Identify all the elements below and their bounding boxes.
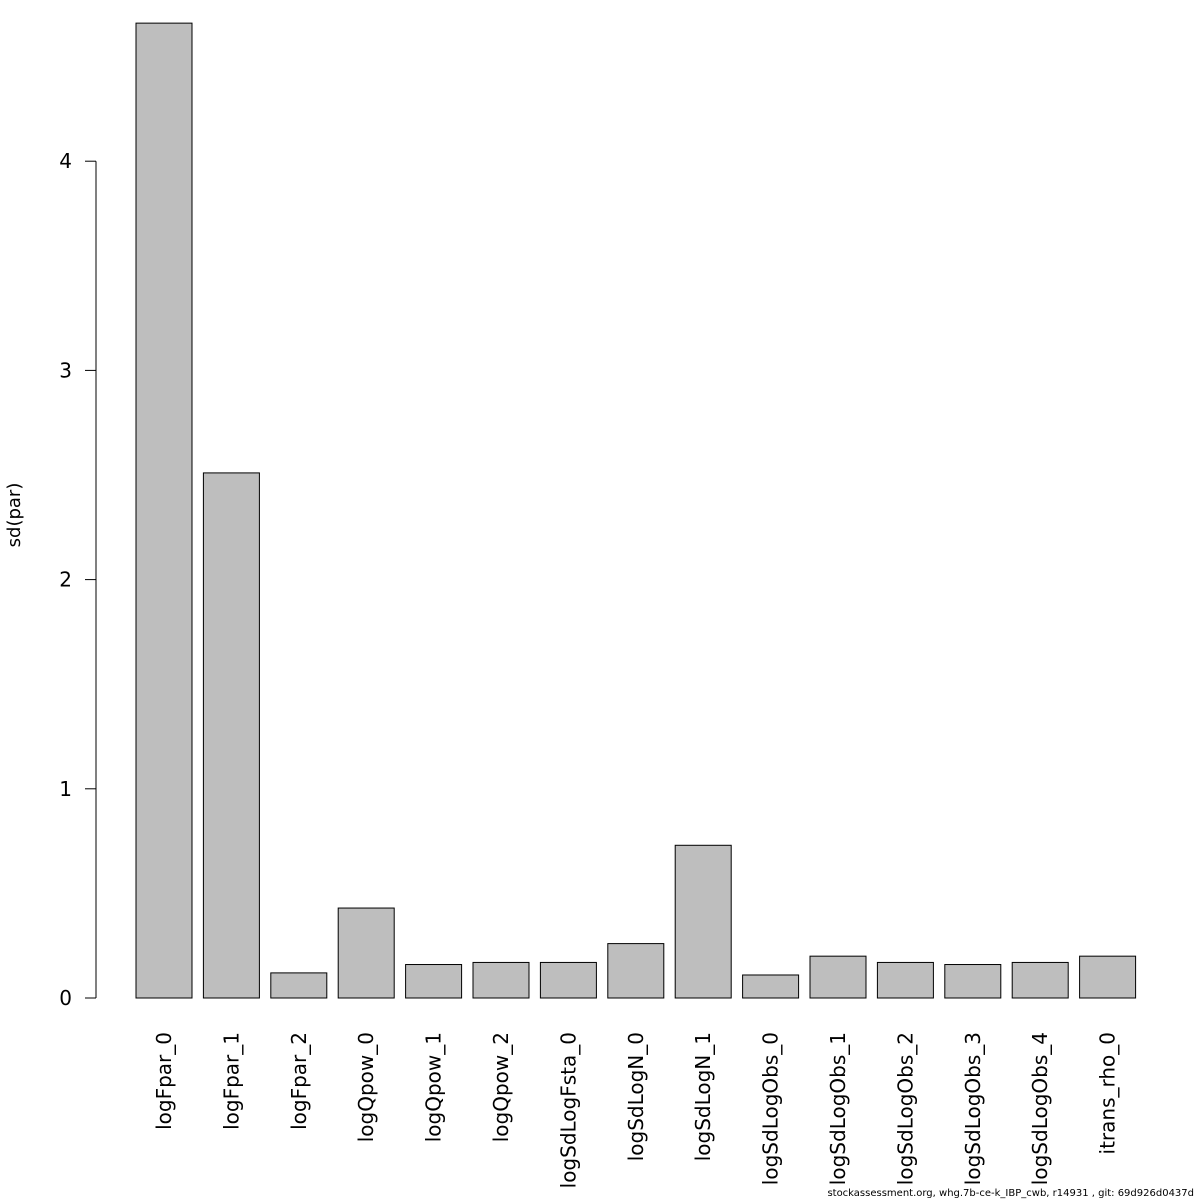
y-axis-label: sd(par) — [4, 483, 25, 548]
bar-logSdLogObs_4 — [1011, 961, 1069, 999]
x-tick-label: logFpar_1 — [219, 1032, 243, 1130]
x-tick-label: logQpow_0 — [354, 1032, 378, 1142]
x-tick-label: logQpow_1 — [422, 1032, 446, 1142]
bar-logFpar_0 — [135, 22, 193, 999]
bar-logSdLogObs_1 — [809, 955, 867, 999]
bar-logSdLogObs_2 — [876, 961, 934, 999]
bar-logSdLogObs_0 — [742, 974, 800, 999]
y-tick-label: 3 — [59, 358, 72, 382]
bar-logSdLogN_1 — [674, 844, 732, 999]
x-tick-label: logSdLogObs_3 — [961, 1032, 985, 1185]
x-tick-label: logSdLogN_0 — [624, 1032, 648, 1161]
y-tick-label: 1 — [59, 777, 72, 801]
x-tick-label: logFpar_2 — [287, 1032, 311, 1130]
bar-logQpow_0 — [337, 907, 395, 999]
x-tick-labels: logFpar_0 logFpar_1 logFpar_2 logQpow_0 logQ… — [152, 1032, 1120, 1188]
x-tick-label: logSdLogFsta_0 — [556, 1032, 580, 1188]
y-tick-label: 0 — [59, 986, 72, 1010]
bar-logFpar_2 — [270, 972, 328, 999]
y-tick-label: 4 — [59, 149, 72, 173]
x-tick-label: logSdLogObs_1 — [826, 1032, 850, 1185]
bars-group — [135, 22, 1137, 999]
bar-logSdLogObs_3 — [944, 964, 1002, 999]
x-tick-label: logSdLogObs_4 — [1028, 1032, 1052, 1185]
x-tick-label: logQpow_2 — [489, 1032, 513, 1142]
x-tick-label: logFpar_0 — [152, 1032, 176, 1130]
x-tick-label: logSdLogObs_0 — [759, 1032, 783, 1185]
y-tick-label: 2 — [59, 568, 72, 592]
bar-logQpow_2 — [472, 961, 530, 999]
x-tick-label: logSdLogN_1 — [691, 1032, 715, 1161]
bar-logQpow_1 — [405, 964, 463, 999]
x-tick-label: itrans_rho_0 — [1096, 1032, 1120, 1154]
bar-logSdLogFsta_0 — [539, 961, 597, 999]
bar-logSdLogN_0 — [607, 943, 665, 999]
bar-itrans_rho_0 — [1079, 955, 1137, 999]
bar-logFpar_1 — [202, 472, 260, 999]
y-axis: 0 1 2 3 4 — [59, 149, 97, 1010]
x-tick-label: logSdLogObs_2 — [893, 1032, 917, 1185]
footer-text: stockassessment.org, whg.7b-ce-k_IBP_cwb… — [827, 1188, 1194, 1199]
